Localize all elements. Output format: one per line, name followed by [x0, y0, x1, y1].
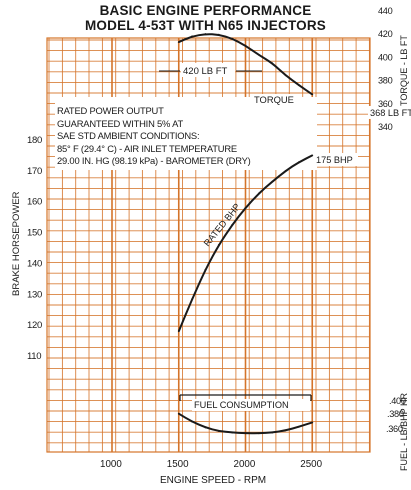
fuel-tick-label: .360 [386, 424, 403, 434]
torque-tick-label: 420 [378, 29, 393, 39]
fuel-curve-point [244, 432, 247, 435]
torque-curve-point [284, 74, 287, 77]
torque-curve-point [244, 44, 247, 47]
left-tick-label: 160 [27, 197, 42, 208]
torque-curve-point [231, 37, 234, 40]
left-tick-label: 150 [27, 228, 42, 239]
bhp-curve-point [204, 268, 207, 271]
rating-note: RATED POWER OUTPUT GUARANTEED WITHIN 5% A… [55, 97, 317, 170]
fuel-curve-point [271, 431, 274, 434]
torque-curve-point [217, 33, 220, 36]
left-tick-label: 170 [27, 166, 42, 177]
torque-curve-point [258, 54, 260, 56]
note-line: RATED POWER OUTPUT [57, 105, 164, 116]
label-torque: TORQUE [254, 94, 294, 105]
torque-curve-point [298, 84, 300, 87]
x-tick-label: 2500 [300, 459, 322, 470]
fuel-curve-point [191, 420, 194, 423]
bhp-curve-point [244, 207, 247, 209]
annotation-368-lb-ft: 368 LB FT [370, 108, 411, 118]
annotation-175-bhp-bg [314, 153, 358, 166]
left-tick-label: 140 [27, 258, 42, 269]
torque-tick-label: 360 [378, 99, 393, 109]
bhp-curve-point [231, 224, 234, 226]
plot-border [46, 37, 371, 453]
fuel-curve-point [311, 421, 314, 424]
fuel-curve-point [284, 429, 287, 432]
bhp-curve-point [191, 298, 194, 301]
torque-curve-point [311, 93, 314, 96]
x-tick-label: 1000 [100, 459, 122, 470]
series-layer [177, 33, 314, 435]
label-fuel-consumption-bg [192, 399, 310, 411]
note-line: SAE STD AMBIENT CONDITIONS: [57, 130, 199, 141]
left-tick-label: 120 [27, 320, 42, 331]
label-fuel-consumption: FUEL CONSUMPTION [194, 400, 289, 410]
note-background [55, 97, 317, 170]
chart-subtitle: MODEL 4-53T WITH N65 INJECTORS [84, 18, 327, 33]
axis-layer: 1000 1500 2000 2500 ENGINE SPEED - RPM 110 120… [11, 6, 409, 486]
torque-tick-label: 340 [378, 122, 393, 132]
bhp-curve-point [311, 154, 314, 157]
annotation-175-bhp: 175 BHP [316, 155, 353, 165]
left-tick-label: 110 [27, 351, 41, 362]
left-tick-label: 130 [27, 289, 42, 300]
torque-axis-label: TORQUE - LB FT [399, 35, 409, 106]
bhp-curve-point [177, 330, 180, 333]
fuel-curve [178, 412, 313, 435]
bhp-curve [177, 154, 313, 332]
left-axis-label: BRAKE HORSEPOWER [11, 191, 22, 296]
note-line: 29.00 IN. HG (98.19 kPa) - BAROMETER (DR… [57, 155, 251, 166]
x-axis-label: ENGINE SPEED - RPM [160, 475, 266, 486]
torque-tick-label: 400 [378, 52, 393, 62]
bhp-curve-point [271, 180, 274, 183]
bhp-curve-point [284, 170, 287, 172]
fuel-tick-label: .380 [387, 409, 404, 419]
torque-curve-point [204, 33, 207, 35]
fuel-curve-point [177, 412, 180, 415]
annotation-420-lb-ft: 420 LB FT [183, 66, 228, 77]
annotation-420-lb-ft-bg [181, 63, 235, 77]
label-torque-bg [252, 94, 292, 106]
fuel-curve-point [217, 430, 220, 432]
bhp-curve-point [217, 244, 220, 246]
bhp-curve-point [298, 161, 300, 164]
torque-curve-point [271, 62, 274, 64]
chart-title: BASIC ENGINE PERFORMANCE [99, 3, 312, 18]
torque-tick-label: 440 [378, 6, 393, 16]
left-tick-label: 180 [27, 135, 42, 146]
torque-curve [178, 33, 313, 96]
fuel-curve-point [258, 432, 260, 435]
x-tick-label: 2000 [234, 459, 256, 470]
note-line: GUARANTEED WITHIN 5% AT [57, 118, 183, 129]
fuel-curve-point [298, 425, 300, 428]
torque-tick-label: 380 [378, 76, 393, 86]
torque-curve-point [177, 41, 180, 43]
note-line: 85° F (29.4° C) - AIR INLET TEMPERATURE [57, 143, 237, 154]
x-tick-label: 1500 [167, 459, 189, 470]
fuel-axis-label: FUEL - LB/BHP HR [399, 392, 409, 471]
plot-frame [46, 37, 371, 453]
annotation-368-lb-ft-bg [368, 106, 411, 119]
bhp-curve-point [258, 192, 260, 195]
torque-curve-point [191, 35, 194, 38]
fuel-curve-point [204, 426, 207, 429]
fuel-curve-point [231, 431, 234, 434]
fuel-tick-label: .400 [389, 396, 406, 406]
